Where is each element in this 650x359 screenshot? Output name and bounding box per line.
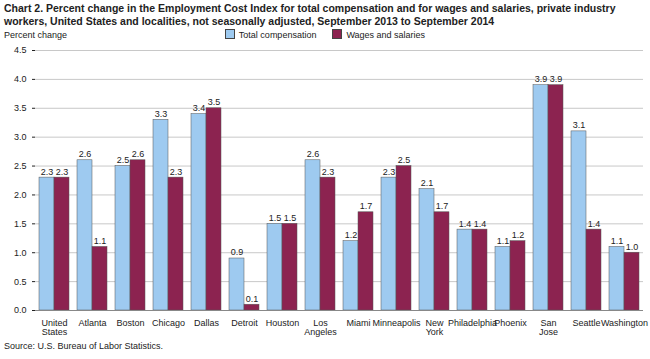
svg-text:2.6: 2.6: [307, 149, 320, 159]
svg-text:2.5: 2.5: [398, 155, 411, 165]
svg-text:Seattle: Seattle: [572, 318, 600, 328]
svg-text:1.0: 1.0: [14, 248, 27, 258]
svg-text:1.7: 1.7: [360, 201, 373, 211]
html-text:Percent change: Percent change: [4, 30, 67, 40]
svg-text:3.9: 3.9: [550, 74, 563, 84]
html-text:Chart 2. Percent change in the: Chart 2. Percent change in the Employmen…: [4, 2, 616, 27]
svg-text:0.1: 0.1: [246, 294, 259, 304]
svg-text:Houston: Houston: [266, 318, 300, 328]
svg-text:Atlanta: Atlanta: [78, 318, 106, 328]
svg-text:2.5: 2.5: [117, 155, 130, 165]
svg-text:Phoenix: Phoenix: [494, 318, 527, 328]
svg-text:1.1: 1.1: [94, 236, 107, 246]
svg-text:1.4: 1.4: [459, 218, 472, 228]
svg-text:Chicago: Chicago: [152, 318, 185, 328]
svg-text:0.5: 0.5: [14, 276, 27, 286]
svg-text:4.0: 4.0: [14, 74, 27, 84]
svg-text:2.3: 2.3: [383, 166, 396, 176]
svg-text:2.0: 2.0: [14, 190, 27, 200]
svg-text:3.5: 3.5: [14, 103, 27, 113]
svg-text:0.9: 0.9: [231, 247, 244, 257]
svg-text:3.1: 3.1: [573, 120, 586, 130]
svg-text:Boston: Boston: [116, 318, 144, 328]
svg-text:UnitedStates: UnitedStates: [41, 318, 67, 337]
html-text:Source: U.S. Bureau of Labor S: Source: U.S. Bureau of Labor Statistics.: [4, 341, 164, 351]
svg-text:2.6: 2.6: [79, 149, 92, 159]
svg-text:1.2: 1.2: [345, 230, 358, 240]
svg-text:1.7: 1.7: [436, 201, 449, 211]
svg-text:1.1: 1.1: [611, 236, 624, 246]
svg-text:1.0: 1.0: [626, 242, 639, 252]
svg-text:1.4: 1.4: [474, 218, 487, 228]
svg-text:2.3: 2.3: [56, 166, 69, 176]
svg-text:2.5: 2.5: [14, 161, 27, 171]
svg-text:Detroit: Detroit: [231, 318, 258, 328]
svg-text:NewYork: NewYork: [425, 318, 444, 337]
svg-text:Miami: Miami: [347, 318, 371, 328]
svg-text:0.0: 0.0: [14, 305, 27, 315]
svg-text:1.5: 1.5: [269, 213, 282, 223]
svg-text:3.0: 3.0: [14, 132, 27, 142]
svg-text:2.3: 2.3: [41, 166, 54, 176]
svg-text:1.1: 1.1: [497, 236, 510, 246]
svg-text:2.6: 2.6: [132, 149, 145, 159]
svg-text:1.2: 1.2: [512, 230, 525, 240]
svg-text:2.3: 2.3: [322, 166, 335, 176]
svg-text:3.3: 3.3: [155, 109, 168, 119]
svg-text:3.9: 3.9: [535, 74, 548, 84]
html-text:Total compensation: Total compensation: [238, 30, 317, 40]
svg-text:Dallas: Dallas: [194, 318, 220, 328]
svg-text:Washington: Washington: [601, 318, 648, 328]
svg-text:LosAngeles: LosAngeles: [304, 318, 337, 337]
svg-text:1.4: 1.4: [588, 218, 601, 228]
svg-text:3.4: 3.4: [193, 103, 206, 113]
svg-text:4.5: 4.5: [14, 45, 27, 55]
svg-text:2.1: 2.1: [421, 178, 434, 188]
svg-text:SanJose: SanJose: [539, 318, 558, 337]
svg-text:3.5: 3.5: [208, 97, 221, 107]
svg-text:Philadelphia: Philadelphia: [448, 318, 497, 328]
svg-text:1.5: 1.5: [284, 213, 297, 223]
svg-text:1.5: 1.5: [14, 219, 27, 229]
svg-text:Minneapolis: Minneapolis: [372, 318, 421, 328]
html-text:Wages and salaries: Wages and salaries: [346, 30, 426, 40]
svg-text:2.3: 2.3: [170, 166, 183, 176]
